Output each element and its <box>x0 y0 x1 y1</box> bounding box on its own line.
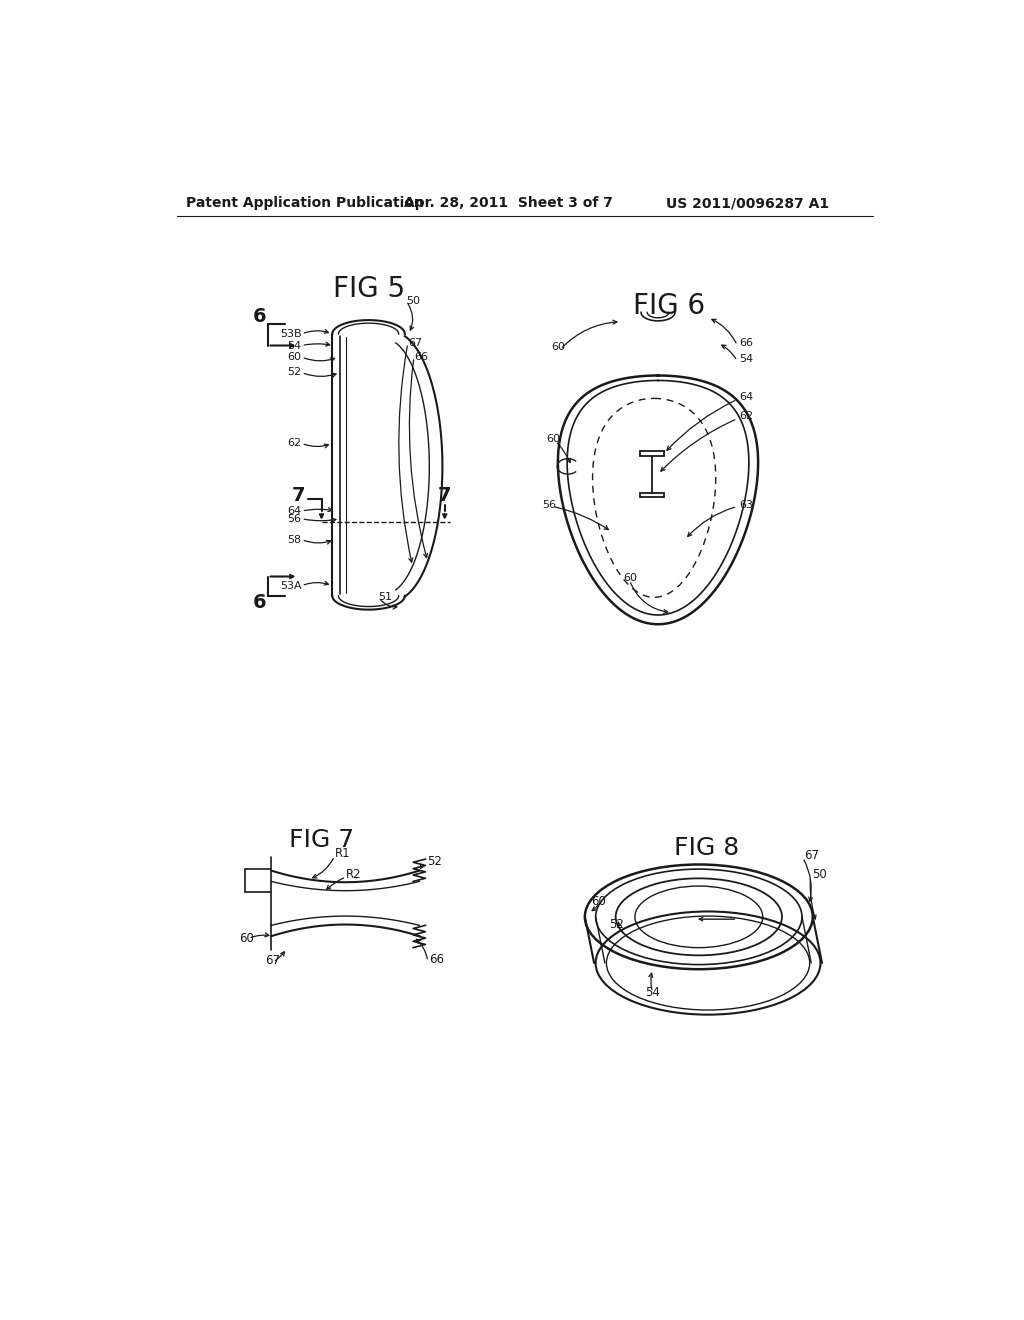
Text: 54: 54 <box>739 354 753 363</box>
Text: 66: 66 <box>414 352 428 362</box>
Text: Patent Application Publication: Patent Application Publication <box>186 197 424 210</box>
Text: 54: 54 <box>645 986 659 999</box>
Text: Apr. 28, 2011  Sheet 3 of 7: Apr. 28, 2011 Sheet 3 of 7 <box>403 197 612 210</box>
Text: 7: 7 <box>438 486 452 506</box>
Text: 53A: 53A <box>280 581 301 591</box>
Text: 7: 7 <box>292 486 305 506</box>
Text: 60: 60 <box>552 342 565 352</box>
Text: 64: 64 <box>288 506 301 516</box>
Text: 60: 60 <box>547 434 560 445</box>
Text: FIG 5: FIG 5 <box>333 276 406 304</box>
Text: 60: 60 <box>624 573 637 583</box>
Text: 58: 58 <box>288 535 301 545</box>
Text: US 2011/0096287 A1: US 2011/0096287 A1 <box>666 197 828 210</box>
Text: 52: 52 <box>288 367 301 378</box>
Text: 56: 56 <box>288 513 301 524</box>
Text: 66: 66 <box>429 953 444 966</box>
Text: 62: 62 <box>739 412 753 421</box>
Text: 6: 6 <box>252 306 266 326</box>
Text: 52: 52 <box>609 917 625 931</box>
Text: R2: R2 <box>346 869 361 880</box>
Text: 67: 67 <box>408 338 422 348</box>
Text: 67: 67 <box>265 954 281 968</box>
Text: 50: 50 <box>407 296 420 306</box>
Text: 50: 50 <box>812 869 826 880</box>
Text: 54: 54 <box>288 341 301 351</box>
Text: 64: 64 <box>739 392 753 403</box>
Text: 6: 6 <box>252 593 266 612</box>
Text: 51: 51 <box>379 593 392 602</box>
Text: 66: 66 <box>739 338 753 348</box>
Text: 60: 60 <box>240 932 254 945</box>
Text: FIG 7: FIG 7 <box>289 828 354 851</box>
Text: FIG 6: FIG 6 <box>634 292 706 321</box>
Text: R1: R1 <box>335 847 350 861</box>
Text: 53B: 53B <box>280 329 301 339</box>
Text: 60: 60 <box>591 895 606 908</box>
Text: 60: 60 <box>288 352 301 362</box>
Text: 56: 56 <box>543 500 556 510</box>
Text: FIG 8: FIG 8 <box>674 836 739 859</box>
Text: 63: 63 <box>739 500 753 510</box>
Text: 67: 67 <box>804 849 819 862</box>
Text: 52: 52 <box>427 855 442 869</box>
Text: 62: 62 <box>288 438 301 449</box>
